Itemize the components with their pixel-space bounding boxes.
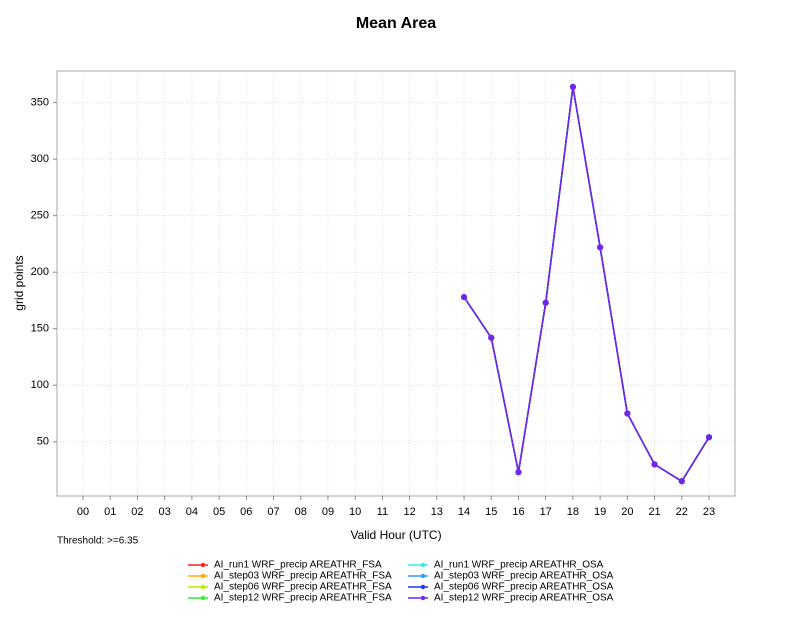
series-line — [463, 86, 710, 483]
x-tick-label: 16 — [512, 506, 524, 518]
x-tick-label: 22 — [676, 506, 688, 518]
legend-label: AI_step03 WRF_precip AREATHR_OSA — [434, 571, 614, 582]
legend-label: AI_run1 WRF_precip AREATHR_FSA — [214, 560, 382, 571]
x-tick-label: 18 — [567, 506, 579, 518]
legend-marker — [420, 562, 426, 568]
chart-title: Mean Area — [356, 15, 436, 32]
y-tick-label: 200 — [31, 266, 49, 278]
x-tick-label: 21 — [648, 506, 660, 518]
legend-label: AI_step06 WRF_precip AREATHR_OSA — [434, 582, 614, 593]
x-tick-label: 15 — [485, 506, 497, 518]
legend-label: AI_step12 WRF_precip AREATHR_FSA — [214, 593, 392, 604]
x-tick-label: 20 — [621, 506, 633, 518]
plot-frame — [56, 70, 736, 497]
legend-label: AI_step12 WRF_precip AREATHR_OSA — [434, 593, 614, 604]
x-tick-label: 14 — [458, 506, 470, 518]
x-tick-label: 19 — [594, 506, 606, 518]
data-point — [597, 244, 604, 251]
x-tick-label: 08 — [295, 506, 307, 518]
y-tick-label: 50 — [37, 436, 49, 448]
x-tick-label: 10 — [349, 506, 361, 518]
series-line — [463, 86, 710, 483]
legend-label: AI_step06 WRF_precip AREATHR_FSA — [214, 582, 392, 593]
legend-marker — [420, 595, 426, 601]
data-point — [515, 469, 522, 476]
legend-label: AI_step03 WRF_precip AREATHR_FSA — [214, 571, 392, 582]
data-point — [488, 334, 495, 341]
x-tick-label: 12 — [403, 506, 415, 518]
y-tick-label: 250 — [31, 210, 49, 222]
x-tick-label: 04 — [186, 506, 198, 518]
x-tick-label: 00 — [77, 506, 89, 518]
annotation: Threshold: >=6.35 — [57, 536, 139, 547]
x-tick-label: 13 — [431, 506, 443, 518]
x-tick-label: 11 — [377, 506, 388, 518]
x-tick-label: 01 — [104, 506, 116, 518]
x-tick-label: 06 — [240, 506, 252, 518]
x-tick-label: 17 — [540, 506, 552, 518]
y-tick-label: 100 — [31, 379, 49, 391]
x-axis-label: Valid Hour (UTC) — [350, 528, 441, 542]
x-tick-label: 03 — [159, 506, 171, 518]
legend-marker — [200, 573, 206, 579]
data-point — [624, 410, 631, 417]
y-axis-label: grid points — [12, 255, 26, 310]
x-tick-label: 02 — [131, 506, 143, 518]
legend-marker — [420, 573, 426, 579]
x-tick-label: 09 — [322, 506, 334, 518]
data-point — [542, 299, 549, 306]
series-line — [463, 86, 710, 483]
legend-marker — [200, 595, 206, 601]
x-tick-label: 23 — [703, 506, 715, 518]
data-point — [461, 294, 468, 301]
y-tick-label: 300 — [31, 153, 49, 165]
legend-marker — [200, 562, 206, 568]
y-tick-label: 350 — [31, 97, 49, 109]
series-line — [463, 86, 710, 483]
series-line — [463, 86, 710, 483]
data-point — [706, 434, 712, 441]
legend-label: AI_run1 WRF_precip AREATHR_OSA — [434, 560, 604, 571]
y-tick-label: 150 — [31, 323, 49, 335]
x-tick-label: 05 — [213, 506, 225, 518]
x-tick-label: 07 — [267, 506, 279, 518]
data-point — [678, 478, 685, 485]
series-line — [463, 86, 710, 483]
series-line — [463, 86, 710, 483]
data-point — [569, 83, 576, 90]
data-point — [651, 461, 658, 468]
legend-marker — [200, 584, 206, 590]
legend-marker — [420, 584, 426, 590]
series-line — [463, 86, 710, 483]
